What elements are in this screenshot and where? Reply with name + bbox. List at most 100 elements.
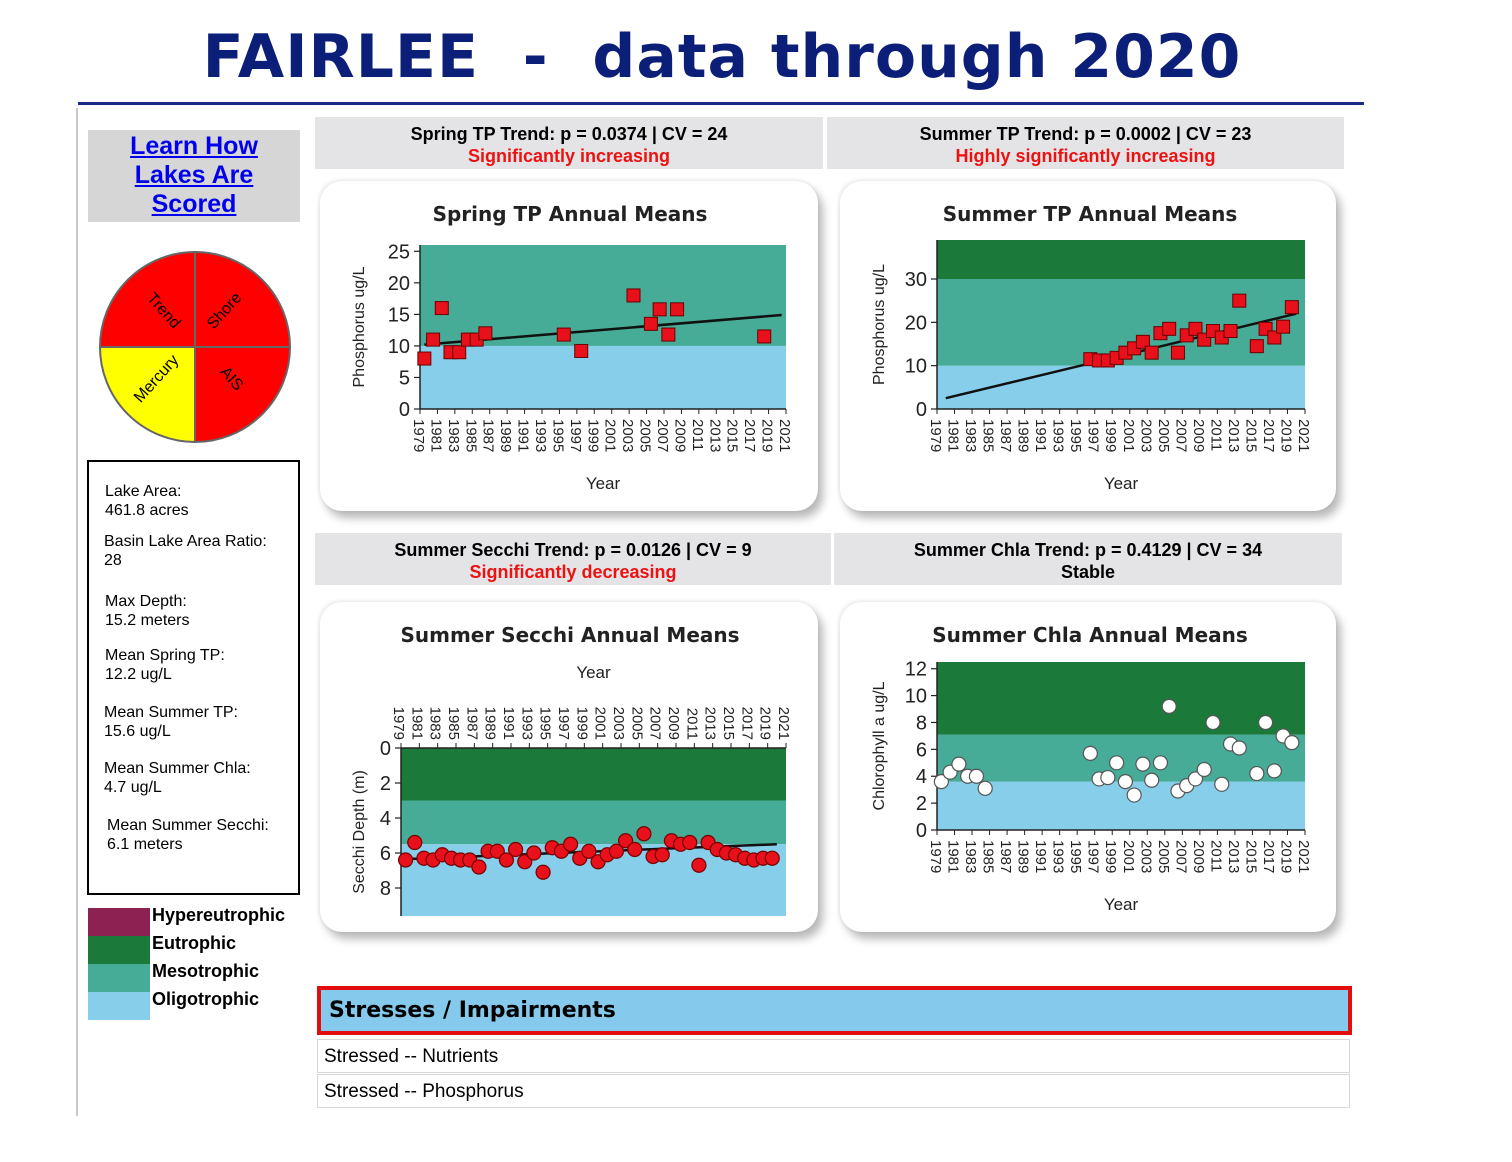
learn-how-link-line-2[interactable]: Lakes Are (134, 161, 254, 189)
x-tick-label: 1995 (549, 419, 566, 452)
trophic-band (937, 662, 1305, 735)
x-tick-label: 1987 (463, 707, 480, 740)
x-tick-label: 1997 (1085, 840, 1102, 873)
data-point (581, 843, 597, 859)
summer-tp-trend-header: Summer TP Trend: p = 0.0002 | CV = 23 Hi… (827, 117, 1344, 169)
x-tick-label: 1985 (980, 419, 997, 452)
y-tick-label: 2 (380, 773, 391, 795)
data-point (1196, 761, 1212, 778)
y-tick-label: 8 (916, 712, 927, 734)
x-tick-label: 2009 (665, 707, 682, 740)
legend-item: Hypereutrophic (88, 905, 285, 936)
summer-chla-trend-header: Summer Chla Trend: p = 0.4129 | CV = 34 … (834, 533, 1342, 585)
y-tick-label: 10 (905, 356, 927, 378)
x-tick-label: 1997 (555, 707, 572, 740)
learn-how-box: Learn How Lakes Are Scored (88, 130, 300, 222)
data-point (1109, 755, 1125, 771)
x-tick-label: 2021 (775, 707, 792, 740)
data-point (1249, 339, 1264, 354)
trend-title: Summer Chla Trend: p = 0.4129 | CV = 34 (913, 540, 1263, 560)
trophic-band (420, 345, 786, 409)
x-tick-label: 2003 (610, 707, 627, 740)
data-point (764, 850, 780, 866)
score-wheel: Trend Shore AIS Mercury (98, 250, 292, 444)
x-tick-label: 2013 (1225, 419, 1242, 452)
y-tick-label: 30 (905, 269, 927, 291)
y-tick-label: 2 (916, 793, 927, 815)
info-lake-area: Lake Area: 461.8 acres (105, 483, 189, 519)
x-tick-label: 1991 (515, 419, 532, 452)
stresses-header: Stresses / Impairments (317, 986, 1352, 1035)
x-tick-label: 2007 (1172, 419, 1189, 452)
x-tick-label: 1999 (1102, 840, 1119, 873)
x-tick-label: 1987 (997, 840, 1014, 873)
x-tick-label: 2019 (759, 419, 776, 452)
trend-status: Stable (1060, 562, 1116, 582)
info-mean-summer-chla: Mean Summer Chla: 4.7 ug/L (104, 760, 251, 796)
x-tick-label: 1993 (532, 419, 549, 452)
y-tick-label: 0 (916, 820, 927, 842)
trophic-band (937, 781, 1305, 830)
legend-item: Mesotrophic (88, 961, 285, 992)
data-point (1267, 330, 1282, 345)
x-axis-label: Year (586, 474, 621, 493)
learn-how-link-line-1[interactable]: Learn How (130, 132, 258, 160)
y-tick-label: 8 (380, 878, 391, 900)
data-point (526, 845, 542, 861)
x-tick-label: 2003 (1137, 419, 1154, 452)
x-tick-label: 2017 (738, 707, 755, 740)
x-tick-label: 1985 (445, 707, 462, 740)
x-axis-label: Year (1104, 474, 1139, 493)
x-tick-label: 2021 (776, 419, 793, 452)
data-point (498, 852, 515, 868)
x-tick-label: 2003 (1137, 840, 1154, 873)
data-point (1249, 765, 1265, 782)
x-tick-label: 2005 (628, 707, 645, 740)
trend-title: Summer Secchi Trend: p = 0.0126 | CV = 9 (394, 540, 752, 560)
legend-swatch (88, 908, 150, 936)
y-axis-label: Phosphorus ug/L (871, 264, 888, 385)
x-tick-label: 1979 (927, 419, 944, 452)
x-tick-label: 1989 (497, 419, 514, 452)
x-tick-label: 1993 (1050, 840, 1067, 873)
x-tick-label: 1981 (945, 840, 962, 873)
x-tick-label: 1985 (462, 419, 479, 452)
data-point (1100, 769, 1116, 786)
spring-tp-chart-card: Spring TP Annual Means 0 5 10 15 20 25 1979 1981… (320, 181, 818, 511)
y-tick-label: 15 (388, 304, 410, 326)
x-tick-label: 1999 (1102, 419, 1119, 452)
learn-how-link-line-3[interactable]: Scored (151, 190, 237, 218)
data-point (1284, 735, 1300, 751)
trend-status: Significantly increasing (467, 146, 671, 166)
x-tick-label: 2017 (741, 419, 758, 452)
data-point (1082, 745, 1098, 761)
spring-tp-trend-header: Spring TP Trend: p = 0.0374 | CV = 24 Si… (315, 117, 823, 169)
data-point (977, 780, 993, 796)
trophic-band (937, 240, 1305, 279)
data-point (1257, 714, 1274, 731)
data-point (507, 841, 524, 858)
trend-status: Highly significantly increasing (955, 146, 1216, 166)
data-point (535, 864, 551, 880)
y-axis-label: Secchi Depth (m) (351, 770, 368, 894)
data-point (1187, 771, 1204, 787)
x-tick-label: 2011 (689, 419, 706, 451)
summer-tp-chart-card: Summer TP Annual Means 0 10 20 30 1979 1981 198… (840, 181, 1336, 511)
score-wheel-mercury (98, 346, 196, 444)
data-point (757, 329, 772, 344)
legend-item: Oligotrophic (88, 989, 285, 1020)
x-tick-label: 2009 (1190, 419, 1207, 452)
legend-swatch (88, 992, 150, 1020)
x-tick-label: 1991 (1032, 419, 1049, 452)
x-tick-label: 1995 (537, 707, 554, 740)
data-point (489, 843, 505, 859)
x-tick-label: 1981 (427, 419, 444, 452)
chart-title: Spring TP Annual Means (433, 202, 708, 226)
spring-tp-chart: Spring TP Annual Means 0 5 10 15 20 25 1979 1981… (351, 202, 793, 493)
x-tick-label: 1997 (1085, 419, 1102, 452)
stress-row: Stressed -- Nutrients (317, 1039, 1350, 1073)
data-point (1144, 345, 1159, 360)
x-tick-label: 1987 (480, 419, 497, 452)
x-tick-label: 2019 (1277, 840, 1294, 873)
